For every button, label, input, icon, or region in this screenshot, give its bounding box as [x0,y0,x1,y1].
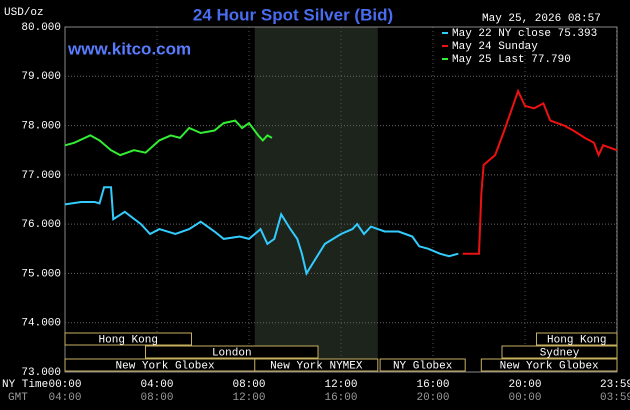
series-line [462,88,618,255]
y-tick-label: 78.000 [21,120,61,132]
session-box [536,332,618,346]
x-tick-label: 12:00 [324,379,357,391]
source: www.kitco.com [67,39,191,58]
session-band [254,27,378,372]
y-axis-label: USD/oz [4,7,44,19]
x-tick-label: 04:00 [140,379,173,391]
series-line [64,186,459,276]
session-box [254,358,379,372]
session-label: NY Globex [393,360,453,372]
legend-label: May 24 Sunday [452,41,538,53]
y-tick-label: 79.000 [21,71,61,83]
y-tick-label: 73.000 [21,367,61,379]
y-tick-label: 80.000 [21,22,61,34]
x-tick-label: 23:59 [600,379,630,391]
y-tick-label: 74.000 [21,318,61,330]
session-box [501,345,618,359]
x-tick-label-gmt: 20:00 [416,392,449,404]
timestamp: May 25, 2026 08:57 [482,13,601,25]
x-tick-label-gmt: 12:00 [232,392,265,404]
session-label: New York NYMEX [270,360,363,372]
chart-title: 24 Hour Spot Silver (Bid) [193,5,393,24]
session-label: Hong Kong [99,334,158,346]
x-tick-label: 16:00 [416,379,449,391]
legend-label: May 25 Last 77.790 [452,54,571,66]
x-tick-label-gmt: 16:00 [324,392,357,404]
y-tick-label: 77.000 [21,170,61,182]
y-tick-label: 76.000 [21,219,61,231]
x-tick-label-gmt: 00:00 [508,392,541,404]
session-label: Hong Kong [547,334,606,346]
session-label: New York Globex [116,360,215,372]
session-label: New York Globex [500,360,599,372]
plot-frame [64,26,618,373]
session-label: London [212,347,252,359]
session-box [480,358,618,372]
x-label-primary: NY Time [2,379,48,391]
session-box [145,345,319,359]
y-tick-label: 75.000 [21,268,61,280]
legend-label: May 22 NY close 75.393 [452,28,597,40]
series-line [64,119,273,157]
x-tick-label-gmt: 08:00 [140,392,173,404]
x-tick-label-gmt: 03:59 [600,392,630,404]
x-tick-label: 20:00 [508,379,541,391]
x-tick-label: 00:00 [48,379,81,391]
session-box [379,358,466,372]
session-label: Sydney [540,347,580,359]
x-tick-label-gmt: 04:00 [48,392,81,404]
session-box [64,332,192,346]
x-tick-label: 08:00 [232,379,265,391]
x-label-secondary: GMT [8,392,28,404]
